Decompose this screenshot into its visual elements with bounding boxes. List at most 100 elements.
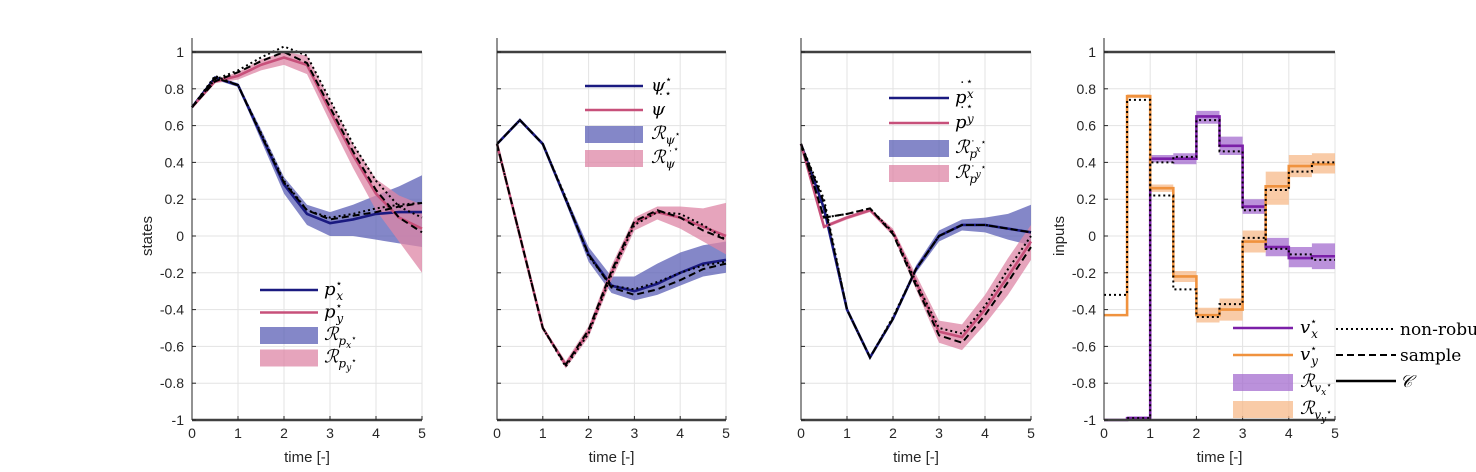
series-line-4 — [800, 143, 1032, 360]
y-tick-label: 0.2 — [165, 191, 185, 207]
x-axis-label: time [-] — [589, 449, 635, 466]
y-tick-label: 0.8 — [165, 81, 185, 97]
series-line-1 — [1104, 94, 1335, 317]
legend: ψ⋆ψ˙⋆ ℛψ⋆ℛ̇ψ˙⋆ — [585, 73, 680, 171]
x-tick-label: 1 — [1146, 425, 1154, 441]
y-tick-label: -0.8 — [1072, 375, 1096, 391]
legend-patch — [585, 150, 643, 167]
y-tick-label: -0.2 — [1072, 265, 1096, 281]
y-tick-label: -0.6 — [1072, 338, 1096, 354]
x-tick-label: 4 — [372, 425, 380, 441]
y-tick-label: -0.4 — [160, 302, 184, 318]
y-tick-label: 0 — [1088, 228, 1096, 244]
legend-label: ℛ̇ψ˙⋆ — [651, 145, 679, 171]
figure-legend: non-robust sample 𝒞 — [1336, 320, 1476, 392]
series-line-2 — [1104, 119, 1335, 421]
legend-patch — [585, 126, 643, 143]
x-tick-label: 0 — [797, 425, 805, 441]
y-tick-label: 0.2 — [1077, 191, 1097, 207]
subplot-3: 0 1 2 3 4 5 time [-] p˙⋆xp˙⋆y ℛ̇p˙x⋆ℛ̇p˙y⋆ — [797, 38, 1035, 466]
y-tick-label: 1 — [1088, 44, 1096, 60]
y-tick-label: -1 — [1084, 412, 1097, 428]
x-tick-label: 1 — [234, 425, 242, 441]
x-tick-label: 4 — [676, 425, 684, 441]
y-tick-label: -0.6 — [160, 338, 184, 354]
x-tick-label: 0 — [493, 425, 501, 441]
y-tick-label: 0 — [176, 228, 184, 244]
band-0 — [192, 75, 422, 248]
subplot-1: 0 1 2 3 4 5 -1 -0.8 -0.6 -0.4 -0.2 0 0.2 0.4 0.6 0.8 1 ti… — [139, 38, 426, 466]
figure-legend-label: 𝒞 — [1400, 372, 1417, 392]
x-tick-label: 5 — [1027, 425, 1035, 441]
legend-label: p˙⋆ y — [955, 100, 974, 133]
y-tick-label: -1 — [172, 412, 185, 428]
legend-label: v⋆ y — [1300, 342, 1318, 368]
legend-patch — [1233, 374, 1293, 391]
x-tick-label: 2 — [1193, 425, 1201, 441]
y-tick-label: 0.4 — [165, 154, 185, 170]
y-tick-label: -0.8 — [160, 375, 184, 391]
x-tick-label: 1 — [843, 425, 851, 441]
series-line-5 — [191, 50, 423, 234]
x-tick-label: 4 — [1285, 425, 1293, 441]
series-line-5 — [800, 143, 1032, 344]
y-tick-label: 0.6 — [165, 118, 185, 134]
legend-label: ψ⋆ — [651, 73, 672, 96]
legend: v⋆ xv⋆ y ℛvx⋆ℛvy⋆ — [1233, 315, 1332, 425]
x-tick-label: 3 — [631, 425, 639, 441]
y-tick-label: -0.2 — [160, 265, 184, 281]
figure-legend-label: non-robust — [1400, 320, 1476, 340]
legend-label: ℛvx⋆ — [1300, 371, 1332, 398]
x-tick-label: 0 — [1100, 425, 1108, 441]
legend-label: ℛpx⋆ — [324, 324, 357, 351]
x-tick-label: 2 — [585, 425, 593, 441]
legend-label: v⋆ x — [1300, 315, 1318, 341]
legend-patch — [889, 165, 949, 182]
x-tick-label: 2 — [280, 425, 288, 441]
y-axis-label: states — [139, 216, 156, 256]
series-line-4 — [496, 118, 727, 296]
x-tick-label: 3 — [326, 425, 334, 441]
series-line-5 — [496, 143, 727, 367]
series-line-3 — [496, 143, 727, 369]
legend-label: ℛvy⋆ — [1300, 398, 1332, 425]
y-tick-label: 1 — [176, 44, 184, 60]
subplot-2: 0 1 2 3 4 5 time [-] ψ⋆ψ˙⋆ ℛψ⋆ℛ̇ψ˙⋆ — [493, 38, 730, 466]
legend-patch — [260, 327, 318, 344]
band-0 — [1104, 110, 1335, 420]
x-tick-label: 1 — [539, 425, 547, 441]
x-tick-label: 5 — [418, 425, 426, 441]
y-tick-label: 0.6 — [1077, 118, 1097, 134]
legend-label: ℛ̇p˙y⋆ — [955, 162, 986, 186]
legend-label: ψ˙⋆ — [651, 87, 672, 120]
x-tick-label: 3 — [935, 425, 943, 441]
x-tick-label: 5 — [722, 425, 730, 441]
legend-patch — [260, 349, 318, 367]
x-tick-label: 3 — [1239, 425, 1247, 441]
series-line-3 — [800, 143, 1032, 335]
series-line-3 — [191, 45, 423, 219]
legend-patch — [889, 140, 949, 157]
x-tick-label: 5 — [1331, 425, 1339, 441]
y-tick-label: -0.4 — [1072, 302, 1096, 318]
legend-label: ℛ̇p˙x⋆ — [955, 137, 986, 161]
legend: p˙⋆xp˙⋆y ℛ̇p˙x⋆ℛ̇p˙y⋆ — [889, 75, 986, 186]
y-axis-label: inputs — [1051, 216, 1068, 256]
x-tick-label: 0 — [188, 425, 196, 441]
legend-label: ℛψ⋆ — [651, 123, 680, 147]
x-axis-label: time [-] — [284, 449, 330, 466]
legend-label: p⋆ y — [324, 300, 343, 326]
y-tick-label: 0.4 — [1077, 154, 1097, 170]
subplot-4: 0 1 2 3 4 5 -1 -0.8 -0.6 -0.4 -0.2 0 0.2 0.4 0.6 0.8 1 ti… — [1051, 38, 1339, 466]
x-axis-label: time [-] — [893, 449, 939, 466]
x-tick-label: 2 — [889, 425, 897, 441]
legend-patch — [1233, 401, 1293, 418]
series-line-2 — [191, 74, 423, 219]
x-tick-label: 4 — [981, 425, 989, 441]
legend-label: p˙⋆ x — [955, 75, 974, 108]
y-tick-label: 0.8 — [1077, 81, 1097, 97]
legend-label: ℛpy⋆ — [324, 347, 357, 374]
x-axis-label: time [-] — [1197, 449, 1243, 466]
